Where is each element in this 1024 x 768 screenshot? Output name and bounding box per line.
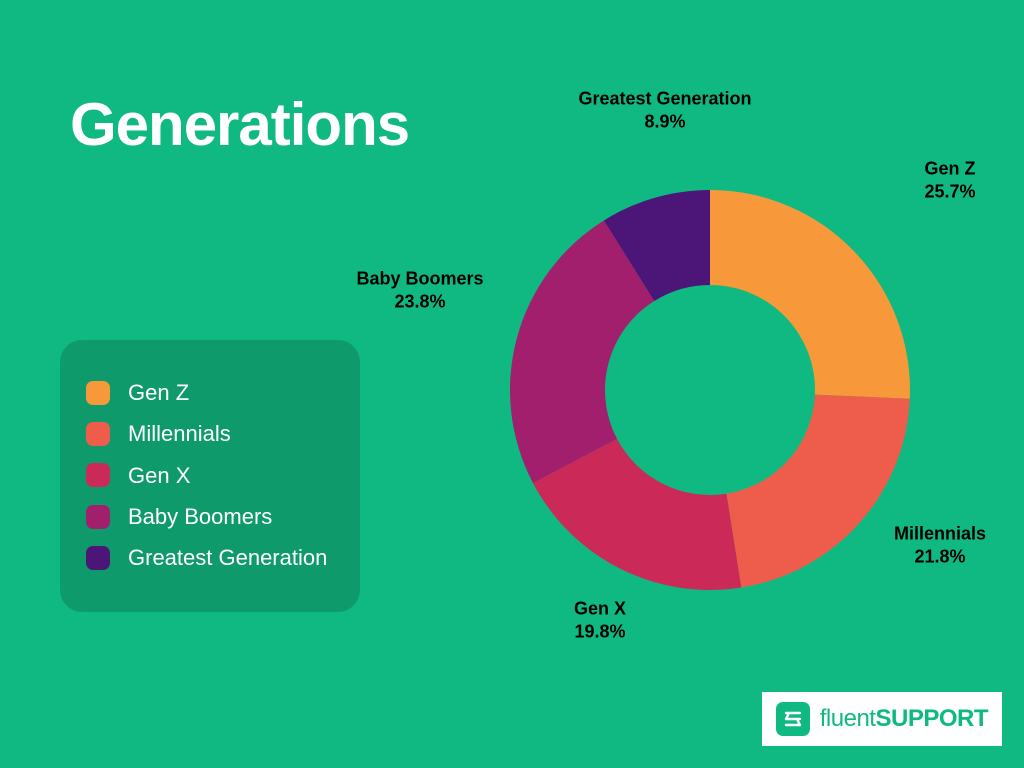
slice-label-name: Gen Z [924, 158, 975, 181]
legend-swatch [86, 505, 110, 529]
brand-text-light: fluent [820, 705, 876, 732]
legend-box: Gen Z Millennials Gen X Baby Boomers Greates… [60, 340, 360, 612]
infographic-canvas: Generations Gen Z Millennials Gen X Baby Bo… [0, 0, 1024, 768]
legend-label: Baby Boomers [128, 504, 272, 529]
donut-slice [710, 190, 910, 399]
legend-item: Gen Z [86, 380, 334, 405]
slice-label-pct: 25.7% [924, 180, 975, 203]
legend-swatch [86, 381, 110, 405]
legend-swatch [86, 422, 110, 446]
legend-swatch [86, 463, 110, 487]
slice-label-name: Millennials [894, 523, 986, 546]
legend-label: Gen X [128, 463, 190, 488]
slice-label-pct: 8.9% [578, 110, 751, 133]
slice-label: Gen Z25.7% [924, 158, 975, 203]
slice-label: Gen X19.8% [574, 598, 626, 643]
brand-badge: fluentSUPPORT [762, 692, 1002, 746]
legend-item: Millennials [86, 421, 334, 446]
slice-label-pct: 19.8% [574, 620, 626, 643]
slice-label-name: Greatest Generation [578, 88, 751, 111]
legend-item: Gen X [86, 463, 334, 488]
donut-chart: Gen Z25.7%Millennials21.8%Gen X19.8%Baby… [410, 90, 1010, 690]
slice-label: Greatest Generation8.9% [578, 88, 751, 133]
donut-chart-svg [410, 90, 1010, 690]
legend-item: Greatest Generation [86, 545, 334, 570]
slice-label-name: Gen X [574, 598, 626, 621]
legend-label: Millennials [128, 421, 231, 446]
slice-label-pct: 21.8% [894, 545, 986, 568]
brand-text-bold: SUPPORT [875, 705, 988, 732]
slice-label: Millennials21.8% [894, 523, 986, 568]
slice-label-name: Baby Boomers [356, 268, 483, 291]
legend-label: Gen Z [128, 380, 189, 405]
page-title: Generations [70, 90, 409, 159]
legend-label: Greatest Generation [128, 545, 327, 570]
brand-text: fluentSUPPORT [820, 705, 988, 733]
slice-label: Baby Boomers23.8% [356, 268, 483, 313]
donut-slice [726, 395, 909, 588]
slice-label-pct: 23.8% [356, 290, 483, 313]
brand-logo-icon [776, 702, 810, 736]
legend-swatch [86, 546, 110, 570]
legend-item: Baby Boomers [86, 504, 334, 529]
